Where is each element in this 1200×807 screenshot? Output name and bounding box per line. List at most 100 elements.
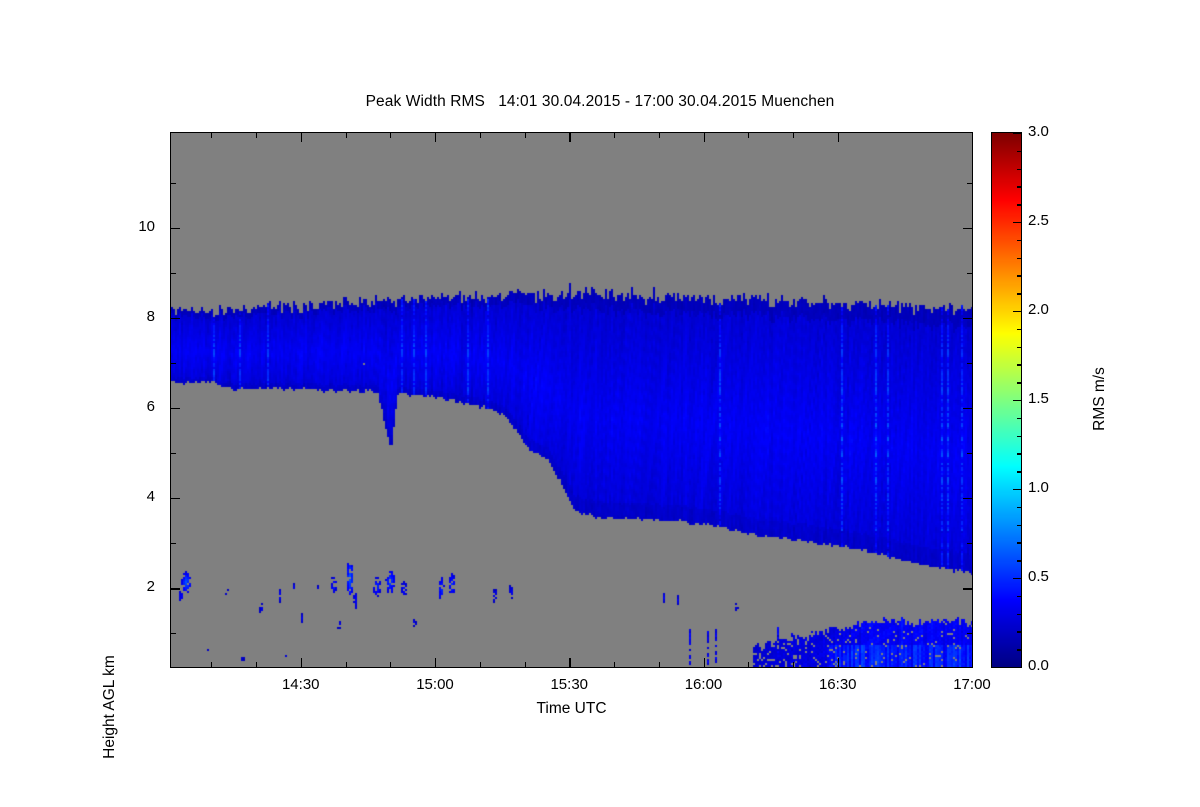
colorbar-tick-minor (1017, 186, 1021, 188)
x-tick-minor-top (345, 133, 347, 138)
x-tick-minor-top (524, 133, 526, 138)
y-tick-label: 6 (146, 397, 155, 415)
y-tick-minor-right (967, 543, 972, 545)
colorbar-tick-label: 0.5 (1028, 568, 1049, 585)
colorbar-tick-label: 2.0 (1028, 301, 1049, 318)
y-tick-minor (171, 182, 176, 184)
colorbar-tick-minor (1017, 257, 1021, 259)
x-tick-major (435, 658, 437, 667)
x-tick-minor-top (256, 133, 258, 138)
y-tick-major (171, 227, 180, 230)
y-axis-title-wrapper: Height AGL km (15, 300, 215, 759)
x-axis-title: Time UTC (536, 700, 607, 717)
colorbar-tick (1013, 133, 1021, 135)
colorbar-tick-minor (1017, 382, 1021, 384)
colorbar-tick (1013, 222, 1021, 224)
x-tick-major (569, 658, 571, 667)
colorbar-tick (1013, 667, 1021, 669)
x-tick-major (837, 658, 840, 667)
y-tick-major (171, 588, 180, 590)
colorbar-tick-minor (1017, 150, 1021, 153)
colorbar-tick-minor (1017, 595, 1021, 598)
y-tick-minor (171, 543, 176, 545)
y-tick-major (171, 407, 180, 410)
colorbar-title: RMS m/s (1091, 367, 1108, 431)
heatmap-image (171, 133, 972, 667)
colorbar-tick-label: 1.0 (1028, 479, 1049, 496)
colorbar-tick-minor (1017, 364, 1021, 366)
y-tick-minor-right (967, 362, 972, 364)
colorbar-tick-minor (1017, 542, 1021, 544)
y-tick-label: 4 (146, 488, 155, 505)
colorbar-tick (1013, 311, 1021, 313)
x-tick-minor (748, 662, 750, 667)
colorbar-tick-minor (1017, 239, 1021, 242)
y-tick-label: 8 (146, 307, 155, 325)
page-title: Peak Width RMS 14:01 30.04.2015 - 17:00 … (365, 93, 835, 110)
x-tick-minor-top (748, 133, 750, 138)
x-tick-label: 17:00 (953, 676, 991, 693)
y-tick-major-right (963, 317, 972, 320)
x-tick-minor-top (614, 133, 616, 138)
x-tick-label: 15:00 (416, 676, 454, 693)
colorbar-tick-minor (1017, 168, 1021, 170)
x-tick-minor-top (211, 133, 213, 138)
y-tick-major-right (963, 227, 972, 230)
x-tick-major (703, 658, 705, 667)
y-tick-minor-right (967, 272, 972, 274)
colorbar-tick-minor (1017, 275, 1021, 277)
colorbar-tick-label: 1.5 (1028, 390, 1049, 407)
y-tick-minor-right (967, 452, 972, 455)
x-tick-major-top (300, 133, 303, 142)
colorbar-tick-minor (1017, 649, 1021, 651)
x-tick-minor-top (479, 133, 481, 138)
y-tick-major (171, 317, 180, 320)
x-tick-minor-top (390, 133, 392, 138)
x-tick-major-top (972, 133, 974, 142)
colorbar-title-wrapper: RMS m/s (1000, 300, 1200, 500)
x-tick-label: 16:00 (684, 676, 723, 693)
colorbar-tick-minor (1017, 506, 1021, 509)
x-tick-minor (658, 662, 660, 667)
y-tick-label: 10 (138, 217, 155, 235)
x-tick-major-top (435, 133, 437, 142)
colorbar-tick-minor (1017, 471, 1021, 473)
plot-area (170, 132, 973, 668)
x-tick-label: 15:30 (550, 676, 589, 693)
y-tick-minor (171, 452, 176, 455)
colorbar-tick (1013, 489, 1021, 491)
colorbar-tick-minor (1017, 435, 1021, 437)
y-tick-label: 2 (146, 578, 155, 596)
x-tick-major-top (703, 133, 705, 142)
y-tick-minor (171, 362, 176, 364)
y-axis-title: Height AGL km (101, 655, 118, 759)
x-tick-minor (614, 662, 616, 667)
x-tick-label: 16:30 (818, 676, 857, 693)
x-tick-major-top (569, 133, 571, 142)
colorbar-tick (1013, 400, 1021, 402)
colorbar-tick-label: 2.5 (1028, 212, 1049, 229)
x-tick-minor-top (793, 133, 795, 138)
y-tick-minor (171, 633, 176, 635)
colorbar-tick-minor (1017, 346, 1021, 348)
x-tick-minor (524, 662, 526, 667)
y-tick-minor (171, 272, 176, 274)
y-tick-minor-right (967, 182, 972, 184)
y-tick-major-right (963, 498, 972, 500)
colorbar-tick-minor (1017, 293, 1021, 295)
x-tick-minor (211, 662, 213, 667)
colorbar-tick-minor (1017, 417, 1021, 420)
colorbar-tick (1013, 578, 1021, 580)
x-tick-minor-top (658, 133, 660, 138)
y-tick-major (171, 498, 180, 500)
colorbar-tick-label: 0.0 (1028, 657, 1049, 674)
x-tick-minor (256, 662, 258, 667)
colorbar-tick-minor (1017, 204, 1021, 206)
colorbar-tick-minor (1017, 631, 1021, 633)
y-tick-major-right (963, 588, 972, 590)
x-tick-major-top (837, 133, 840, 142)
x-tick-minor (793, 662, 795, 667)
y-tick-major-right (963, 407, 972, 410)
colorbar-tick-label: 3.0 (1028, 123, 1049, 140)
